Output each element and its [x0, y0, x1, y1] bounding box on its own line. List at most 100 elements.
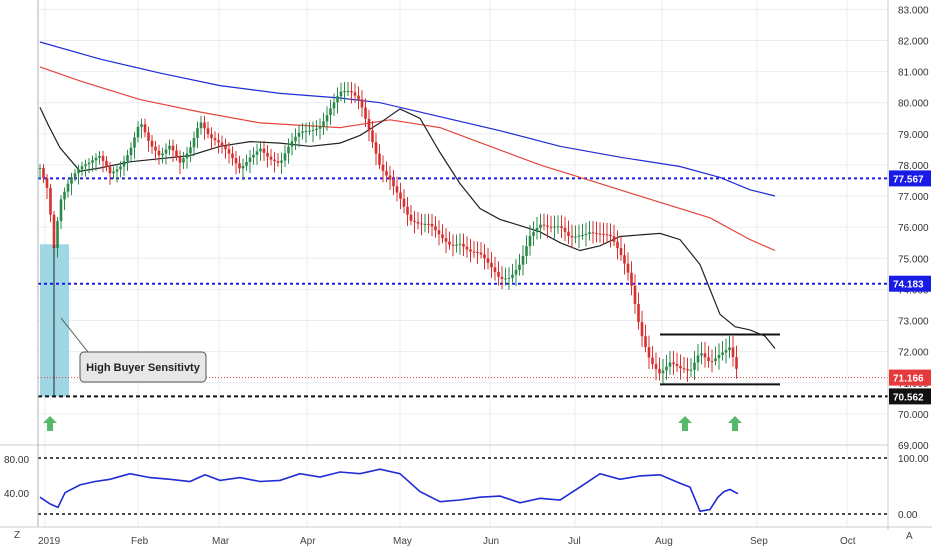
price-badge[interactable] [889, 170, 931, 187]
moving-average-line [39, 41, 776, 197]
candle-body [133, 137, 136, 148]
price-tick-label: 80.000 [898, 99, 929, 110]
price-badge[interactable] [889, 388, 931, 405]
candle-body [462, 243, 465, 247]
annotation-box[interactable] [79, 351, 207, 383]
candle-body [189, 147, 192, 154]
candle-body [276, 161, 280, 163]
candle-body [609, 234, 612, 237]
candle-body [290, 141, 294, 147]
candle-body [598, 233, 602, 235]
candle-body [196, 128, 199, 139]
candle-body [262, 148, 266, 153]
candle-body [465, 246, 469, 250]
price-badges: 77.567 74.183 71.166 70.562 [889, 170, 931, 405]
candle-body [339, 91, 343, 97]
candle-body [707, 357, 710, 361]
candle-body [77, 169, 80, 174]
candle-body [731, 347, 735, 358]
candle-body [315, 128, 318, 130]
candle-body [140, 124, 143, 127]
candle-body [94, 157, 98, 161]
candle-body [280, 160, 283, 163]
price-badge[interactable] [889, 369, 931, 386]
candle-body [584, 233, 588, 235]
candle-body [577, 235, 581, 237]
candle-body [59, 199, 63, 222]
time-tick-label: Jul [568, 536, 581, 547]
candle-body [588, 232, 591, 234]
candle-body [136, 126, 140, 138]
candle-body [73, 173, 77, 178]
candle-body [171, 145, 175, 151]
candle-body [528, 235, 532, 247]
candle-body [605, 234, 609, 236]
candle-body [269, 156, 273, 160]
candle-body [682, 368, 686, 370]
candle-body [213, 138, 217, 141]
candle-body [539, 224, 542, 228]
up-arrow-icon [43, 416, 57, 431]
candle-body [255, 151, 259, 155]
moving-average-line [39, 107, 776, 349]
candle-body [248, 157, 252, 162]
candle-body [182, 158, 185, 163]
candle-body [301, 131, 304, 133]
candle-body [98, 155, 101, 158]
candle-body [80, 166, 84, 170]
candle-body [84, 164, 87, 167]
up-arrow-icon [678, 416, 692, 431]
candle-body [122, 161, 126, 167]
candle-body [161, 153, 164, 156]
candle-body [717, 354, 721, 359]
candle-body [353, 92, 357, 96]
candle-body [675, 364, 679, 367]
candle-body [623, 255, 626, 264]
candle-body [395, 186, 399, 193]
candle-body [658, 368, 661, 374]
candle-body [619, 248, 623, 256]
candle-body [416, 221, 420, 224]
time-tick-label: Sep [750, 536, 768, 547]
candle-body [192, 138, 196, 148]
price-badge-label: 71.166 [893, 374, 924, 385]
candle-body [199, 122, 203, 129]
candle-body [126, 155, 129, 162]
candle-body [497, 271, 500, 277]
candle-body [115, 169, 119, 172]
annotation: High Buyer Sensitivty [60, 317, 207, 383]
candle-body [686, 369, 689, 371]
candle-body [322, 121, 325, 127]
candle-body [532, 232, 535, 236]
price-tick-label: 82.000 [898, 36, 929, 47]
candle-body [311, 129, 315, 131]
candle-body [87, 162, 91, 165]
candle-body [703, 353, 707, 358]
candle-body [710, 360, 714, 362]
candle-body [500, 276, 504, 279]
corner-left-label[interactable]: Z [14, 530, 20, 541]
candle-body [52, 214, 56, 249]
candle-body [476, 251, 479, 253]
candle-body [420, 223, 423, 225]
price-tick-label: 70.000 [898, 410, 929, 421]
price-badge[interactable] [889, 275, 931, 292]
candle-body [696, 355, 700, 363]
candle-body [616, 241, 619, 249]
candle-body [294, 136, 297, 142]
candle-body [56, 221, 59, 249]
price-tick-label: 81.000 [898, 68, 929, 79]
corner-right-label[interactable]: A [906, 531, 913, 542]
candle-body [612, 236, 616, 242]
candle-body [567, 231, 570, 236]
candle-body [329, 108, 332, 116]
candle-body [574, 236, 577, 238]
candle-body [217, 140, 220, 143]
candle-body [525, 246, 528, 256]
candle-body [511, 274, 514, 278]
price-tick-label: 75.000 [898, 254, 929, 265]
candle-body [234, 158, 238, 164]
candle-body [336, 96, 339, 103]
